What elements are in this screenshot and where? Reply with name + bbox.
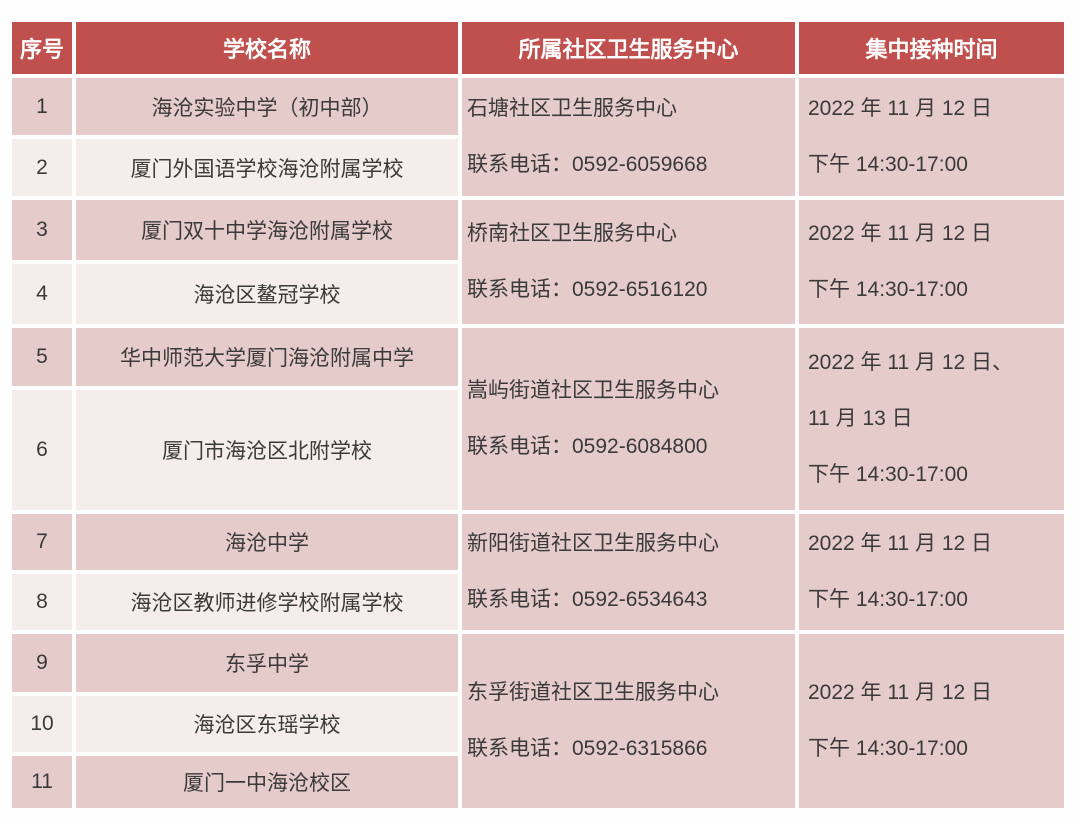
vaccination-date: 2022 年 11 月 12 日、 (808, 351, 1014, 374)
table-row: 10 海沧区东瑶学校 (12, 696, 1064, 752)
vaccination-hours: 下午 14:30-17:00 (808, 463, 968, 486)
health-center-name: 东孚街道社区卫生服务中心 (467, 681, 719, 704)
school-name: 厦门市海沧区北附学校 (76, 390, 458, 510)
health-center-phone: 联系电话：0592-6516120 (467, 278, 708, 301)
header-row: 序号 学校名称 所属社区卫生服务中心 集中接种时间 (12, 22, 1064, 74)
vaccination-time-cell: 2022 年 11 月 12 日 下午 14:30-17:00 (799, 634, 1064, 808)
table-row: 4 海沧区鳌冠学校 (12, 264, 1064, 324)
header-cell-no: 序号 (12, 22, 72, 74)
row-number: 9 (12, 634, 72, 692)
row-number: 1 (12, 78, 72, 135)
table-row: 5 华中师范大学厦门海沧附属中学 嵩屿街道社区卫生服务中心 联系电话：0592-… (12, 328, 1064, 510)
row-number: 8 (12, 574, 72, 630)
school-name: 东孚中学 (76, 634, 458, 692)
header-cell-health-center: 所属社区卫生服务中心 (462, 22, 795, 74)
school-name: 海沧区鳌冠学校 (76, 264, 458, 324)
row-number: 2 (12, 139, 72, 196)
table-row: 1 海沧实验中学（初中部） 石塘社区卫生服务中心 联系电话：0592-60596… (12, 78, 1064, 196)
health-center-phone: 联系电话：0592-6315866 (467, 737, 708, 760)
health-center-phone: 联系电话：0592-6059668 (467, 153, 708, 176)
vaccination-date: 2022 年 11 月 12 日 (808, 681, 993, 704)
row-number: 5 (12, 328, 72, 386)
vaccination-schedule-table: 序号 学校名称 所属社区卫生服务中心 集中接种时间 1 海沧实验中学（初中部） … (8, 18, 1068, 812)
health-center-phone: 联系电话：0592-6084800 (467, 435, 708, 458)
header-cell-school: 学校名称 (76, 22, 458, 74)
school-name: 海沧中学 (76, 514, 458, 570)
vaccination-hours: 下午 14:30-17:00 (808, 153, 968, 176)
vaccination-date: 2022 年 11 月 12 日 (808, 532, 993, 555)
vaccination-time-cell: 2022 年 11 月 12 日 下午 14:30-17:00 (799, 514, 1064, 630)
health-center-cell: 新阳街道社区卫生服务中心 联系电话：0592-6534643 (462, 514, 795, 630)
vaccination-time-cell: 2022 年 11 月 12 日 下午 14:30-17:00 (799, 200, 1064, 324)
header-cell-time: 集中接种时间 (799, 22, 1064, 74)
health-center-name: 石塘社区卫生服务中心 (467, 97, 677, 120)
vaccination-hours: 下午 14:30-17:00 (808, 588, 968, 611)
table-row: 9 东孚中学 东孚街道社区卫生服务中心 联系电话：0592-6315866 20… (12, 634, 1064, 808)
table-row: 11 厦门一中海沧校区 (12, 756, 1064, 808)
health-center-cell: 东孚街道社区卫生服务中心 联系电话：0592-6315866 (462, 634, 795, 808)
health-center-cell: 嵩屿街道社区卫生服务中心 联系电话：0592-6084800 (462, 328, 795, 510)
health-center-name: 嵩屿街道社区卫生服务中心 (467, 379, 719, 402)
row-number: 4 (12, 264, 72, 324)
vaccination-hours: 下午 14:30-17:00 (808, 278, 968, 301)
table-row: 2 厦门外国语学校海沧附属学校 (12, 139, 1064, 196)
vaccination-time-cell: 2022 年 11 月 12 日、 11 月 13 日 下午 14:30-17:… (799, 328, 1064, 510)
table-row: 6 厦门市海沧区北附学校 (12, 390, 1064, 510)
health-center-cell: 石塘社区卫生服务中心 联系电话：0592-6059668 (462, 78, 795, 196)
health-center-cell: 桥南社区卫生服务中心 联系电话：0592-6516120 (462, 200, 795, 324)
school-name: 华中师范大学厦门海沧附属中学 (76, 328, 458, 386)
vaccination-time-cell: 2022 年 11 月 12 日 下午 14:30-17:00 (799, 78, 1064, 196)
vaccination-date: 11 月 13 日 (808, 407, 913, 430)
row-number: 11 (12, 756, 72, 808)
school-name: 海沧区教师进修学校附属学校 (76, 574, 458, 630)
school-name: 厦门一中海沧校区 (76, 756, 458, 808)
school-name: 海沧区东瑶学校 (76, 696, 458, 752)
health-center-name: 桥南社区卫生服务中心 (467, 222, 677, 245)
row-number: 3 (12, 200, 72, 260)
school-name: 厦门双十中学海沧附属学校 (76, 200, 458, 260)
health-center-phone: 联系电话：0592-6534643 (467, 588, 708, 611)
school-name: 海沧实验中学（初中部） (76, 78, 458, 135)
table-row: 3 厦门双十中学海沧附属学校 桥南社区卫生服务中心 联系电话：0592-6516… (12, 200, 1064, 324)
vaccination-date: 2022 年 11 月 12 日 (808, 222, 993, 245)
row-number: 7 (12, 514, 72, 570)
vaccination-date: 2022 年 11 月 12 日 (808, 97, 993, 120)
health-center-name: 新阳街道社区卫生服务中心 (467, 532, 719, 555)
school-name: 厦门外国语学校海沧附属学校 (76, 139, 458, 196)
row-number: 6 (12, 390, 72, 510)
table-row: 7 海沧中学 新阳街道社区卫生服务中心 联系电话：0592-6534643 20… (12, 514, 1064, 630)
vaccination-hours: 下午 14:30-17:00 (808, 737, 968, 760)
table-row: 8 海沧区教师进修学校附属学校 (12, 574, 1064, 630)
row-number: 10 (12, 696, 72, 752)
